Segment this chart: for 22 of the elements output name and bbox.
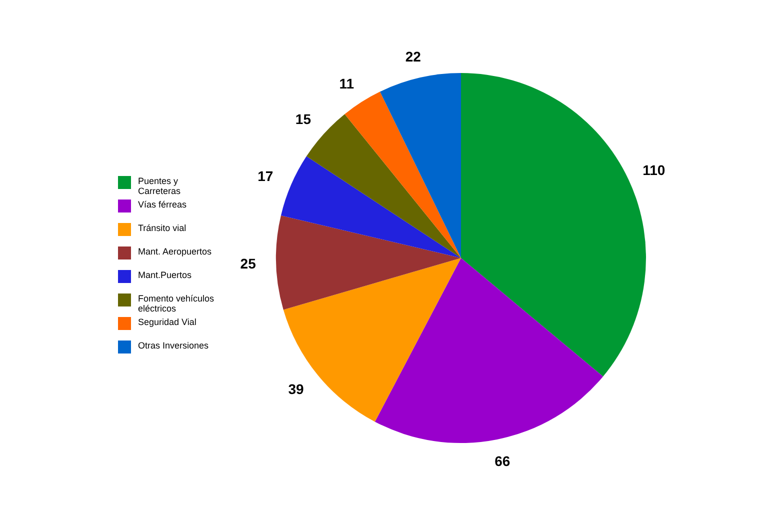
legend-label: Seguridad Vial (138, 317, 196, 327)
pie-slice (380, 73, 461, 258)
legend-label: Fomento vehículos eléctricos (138, 294, 215, 314)
legend-label: Mant. Aeropuertos (138, 246, 212, 256)
data-label: 66 (494, 453, 510, 470)
legend-label: Mant.Puertos (138, 270, 192, 280)
data-label: 15 (295, 110, 312, 127)
pie-slice (276, 216, 461, 310)
data-label: 17 (258, 168, 274, 184)
legend-label: Puentes y Carreteras (138, 176, 182, 196)
legend-label: Tránsito vial (138, 223, 186, 233)
data-label: 22 (405, 48, 422, 64)
pie-slice (374, 258, 604, 443)
legend-label: Vías férreas (138, 200, 188, 210)
pie-slice (344, 92, 461, 258)
pie-slice (280, 156, 461, 258)
pie-slice (283, 258, 461, 422)
data-label: 11 (339, 75, 354, 92)
data-label: 39 (288, 380, 304, 397)
legend-label: Otras Inversiones (138, 340, 210, 350)
data-label: 110 (642, 162, 666, 178)
data-label: 25 (240, 255, 256, 272)
